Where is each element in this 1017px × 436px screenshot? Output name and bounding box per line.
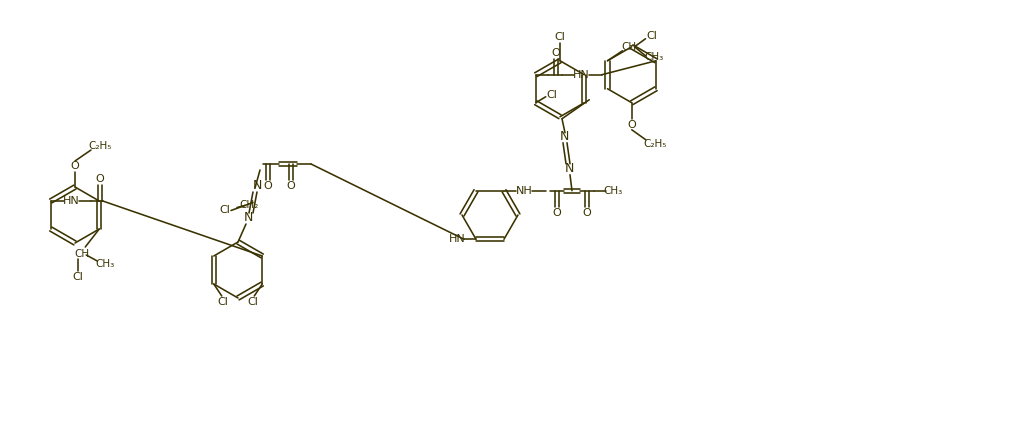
Text: Cl: Cl [554, 32, 565, 42]
Text: Cl: Cl [546, 90, 557, 100]
Text: Cl: Cl [646, 31, 657, 41]
Text: O: O [583, 208, 591, 218]
Text: O: O [287, 181, 295, 191]
Text: HN: HN [448, 234, 466, 244]
Text: CH₃: CH₃ [96, 259, 115, 269]
Text: Cl: Cl [248, 297, 258, 307]
Text: Cl: Cl [218, 297, 228, 307]
Text: O: O [263, 181, 273, 191]
Text: CH₃: CH₃ [644, 52, 663, 62]
Text: CH: CH [621, 42, 636, 52]
Text: CH: CH [74, 249, 89, 259]
Text: CH₃: CH₃ [603, 186, 622, 196]
Text: C₂H₅: C₂H₅ [88, 141, 112, 151]
Text: HN: HN [573, 70, 589, 80]
Text: O: O [70, 161, 79, 171]
Text: HN: HN [62, 196, 79, 206]
Text: O: O [96, 174, 104, 184]
Text: CH₂: CH₂ [239, 201, 258, 211]
Text: O: O [551, 48, 560, 58]
Text: N: N [252, 180, 261, 193]
Text: NH: NH [516, 186, 532, 196]
Text: Cl: Cl [220, 205, 231, 215]
Text: N: N [243, 211, 252, 225]
Text: C₂H₅: C₂H₅ [643, 139, 666, 149]
Text: O: O [552, 208, 561, 218]
Text: N: N [559, 130, 569, 143]
Text: Cl: Cl [73, 272, 83, 282]
Text: N: N [564, 162, 574, 175]
Text: O: O [627, 120, 636, 130]
